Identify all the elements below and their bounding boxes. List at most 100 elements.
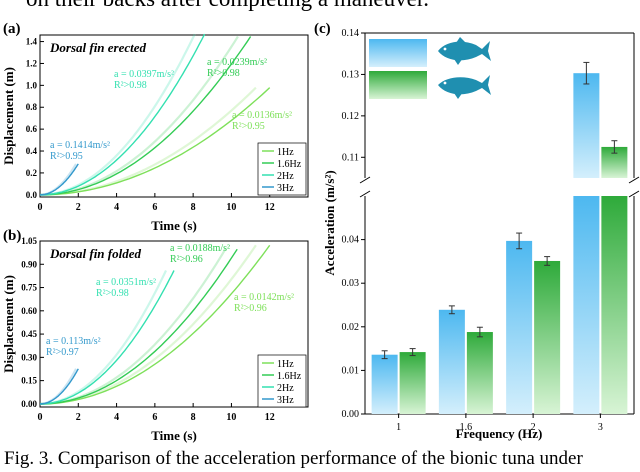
panel-b-fit-3hz xyxy=(40,368,79,405)
panel-c-xtick-label: 1 xyxy=(396,422,401,433)
panel-c-ylabel: Acceleration (m/s²) xyxy=(322,170,337,275)
tuna-fin-folded-icon xyxy=(438,75,491,99)
panel-b-xlabel: Time (s) xyxy=(151,428,197,443)
panel-a-fit-2hz xyxy=(40,33,206,196)
panel-a-label: (a) xyxy=(3,21,21,37)
panel-b-annotation-2hz-r2: R²>0.98 xyxy=(96,288,129,299)
panel-a-annotation-2hz-a: a = 0.0397m/s² xyxy=(114,69,174,80)
panel-b-annotation-2hz-a: a = 0.0351m/s² xyxy=(96,277,156,288)
panel-a-xtick-label: 10 xyxy=(226,202,236,213)
panel-b-ytick-label: 0.15 xyxy=(21,376,37,386)
panel-c-break-mark-right-2 xyxy=(628,190,640,198)
panel-a-fit-3hz xyxy=(40,163,79,196)
panel-a-ytick-label: 0.6 xyxy=(26,124,38,134)
panel-c-lower-ytick-label: 0.00 xyxy=(342,409,360,420)
bar-fin-folded-1-6hz xyxy=(466,332,493,414)
panel-b-xtick-label: 6 xyxy=(152,412,157,423)
panel-a-series xyxy=(40,33,271,196)
panel-a-fit-1hz xyxy=(40,87,271,196)
panel-a-legend-label-1-6hz: 1.6Hz xyxy=(277,159,302,170)
panel-a-xtick-label: 4 xyxy=(114,202,119,213)
panel-c-bar-chart: (c) Frequency (Hz) Acceleration (m/s²) 0… xyxy=(314,21,640,441)
panel-b-fit-2hz xyxy=(40,270,175,405)
panel-c-break-mark-left-1 xyxy=(359,176,371,184)
panel-b-line-chart: (b) Dorsal fin folded Time (s) Displacem… xyxy=(1,228,309,443)
panel-b-ytick-label: 0.30 xyxy=(21,352,37,362)
bar-fin-erected-1hz xyxy=(371,354,398,414)
panel-a-legend: 1Hz 1.6Hz 2Hz 3Hz xyxy=(257,142,307,196)
panel-a-ytick-label: 0.4 xyxy=(26,146,38,156)
panel-c-lower-ytick-label: 0.04 xyxy=(342,235,360,246)
panel-a-xtick-label: 12 xyxy=(265,202,275,213)
panel-b-fit-1hz xyxy=(40,244,271,405)
bar-fin-erected-1-6hz xyxy=(438,309,465,414)
panel-c-bars xyxy=(371,61,628,414)
panel-b-xtick-label: 12 xyxy=(265,412,275,423)
panel-a-ytick-label: 0.2 xyxy=(26,168,38,178)
panel-a-line-chart: (a) Dorsal fin erected Time (s) Displace… xyxy=(1,21,309,233)
panel-a-ytick-label: 1.4 xyxy=(26,37,38,47)
panel-b-measured-1-6hz xyxy=(40,248,227,405)
panel-a-fit-1-6hz xyxy=(40,36,252,196)
panel-b-ticks: 0 2 4 6 8 10 12 0.00 0.15 0.30 0.45 0.60 0.75 0.90 1.0… xyxy=(21,236,274,423)
panel-b-annotation-1-6hz-a: a = 0.0188m/s² xyxy=(170,243,230,254)
panel-b-legend-label-3hz: 3Hz xyxy=(277,395,294,406)
panel-a-xtick-label: 6 xyxy=(152,202,157,213)
header-text: on their backs after completing a maneuv… xyxy=(26,0,429,12)
panel-c-xtick-label: 3 xyxy=(598,422,603,433)
panel-a-xtick-label: 0 xyxy=(38,202,43,213)
panel-a-annotation-1-6hz-a: a = 0.0239m/s² xyxy=(207,57,267,68)
panel-a-plot-frame xyxy=(39,34,309,198)
panel-a-annotation-2hz-r2: R²>0.98 xyxy=(114,80,147,91)
panel-c-upper-ytick-label: 0.11 xyxy=(342,152,359,163)
panel-b-ytick-label: 0.00 xyxy=(21,399,37,409)
panel-b-legend-label-2hz: 2Hz xyxy=(277,383,294,394)
panel-b-ytick-label: 0.75 xyxy=(21,283,37,293)
panel-b-xtick-label: 4 xyxy=(114,412,119,423)
panel-a-annotation-1hz-r2: R²>0.95 xyxy=(232,121,265,132)
panel-c-lower-ytick-label: 0.01 xyxy=(342,365,360,376)
panel-b-ytick-label: 1.05 xyxy=(21,236,37,246)
bar-fin-erected-3hz-lower xyxy=(573,196,600,414)
panel-a-ylabel: Displacement (m) xyxy=(1,67,16,165)
panel-b-annotation-3hz-a: a = 0.113m/s² xyxy=(46,336,101,347)
panel-a-xtick-label: 8 xyxy=(191,202,196,213)
panel-a-ytick-label: 0.8 xyxy=(26,102,38,112)
figure-caption: Fig. 3. Comparison of the acceleration p… xyxy=(4,448,583,469)
panel-b-ytick-label: 0.90 xyxy=(21,259,37,269)
panel-a-annotation-1-6hz-r2: R²>0.98 xyxy=(207,68,240,79)
bar-fin-erected-2hz xyxy=(506,240,533,414)
legend-swatch-fin-erected xyxy=(369,39,427,67)
panel-b-legend: 1Hz 1.6Hz 2Hz 3Hz xyxy=(257,354,307,408)
panel-b-legend-label-1hz: 1Hz xyxy=(277,359,294,370)
panel-c-lower-ytick-label: 0.02 xyxy=(342,322,360,333)
panel-a-annotation-3hz-r2: R²>0.95 xyxy=(50,151,83,162)
panel-c-break-mark-left-2 xyxy=(359,190,371,198)
panel-a-legend-label-3hz: 3Hz xyxy=(277,183,294,194)
panel-b-annotation-1hz-a: a = 0.0142m/s² xyxy=(234,292,294,303)
panel-b-title: Dorsal fin folded xyxy=(49,246,142,261)
panel-a-title: Dorsal fin erected xyxy=(49,40,147,55)
panel-c-lower-ytick-label: 0.03 xyxy=(342,278,360,289)
panel-b-plot-frame xyxy=(39,240,309,408)
panel-b-label: (b) xyxy=(3,228,21,244)
panel-a-xlabel: Time (s) xyxy=(151,218,197,233)
legend-swatch-fin-folded xyxy=(369,71,427,99)
panel-b-annotation-1hz-r2: R²>0.96 xyxy=(234,303,267,314)
panel-c-xtick-label: 2 xyxy=(531,422,536,433)
panel-a-legend-label-2hz: 2Hz xyxy=(277,171,294,182)
bar-fin-erected-3hz-upper xyxy=(573,73,600,178)
panel-a-ytick-label: 1.2 xyxy=(26,58,38,68)
panel-c-upper-ytick-label: 0.13 xyxy=(342,69,360,80)
panel-b-annotation-1-6hz-r2: R²>0.96 xyxy=(170,254,203,265)
bar-fin-folded-1hz xyxy=(399,352,426,414)
tuna-fin-erected-icon xyxy=(438,37,491,65)
panel-a-ytick-label: 0.0 xyxy=(26,190,38,200)
panel-b-xtick-label: 0 xyxy=(38,412,43,423)
panel-c-label: (c) xyxy=(314,21,331,37)
panel-b-xtick-label: 2 xyxy=(76,412,81,423)
panel-c-break-mark-right-1 xyxy=(628,176,640,184)
panel-b-ytick-label: 0.60 xyxy=(21,306,37,316)
panel-a-ytick-label: 1.0 xyxy=(26,80,38,90)
